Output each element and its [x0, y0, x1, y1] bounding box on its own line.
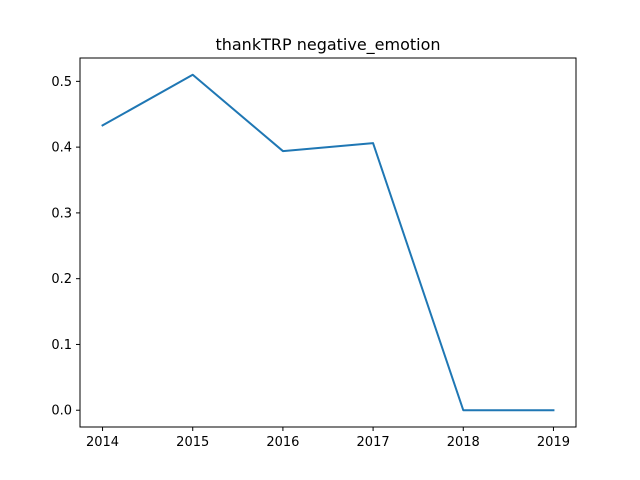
series-line — [101, 73, 555, 412]
y-tick-label: 0.5 — [51, 75, 72, 90]
x-tick-label: 2017 — [357, 435, 390, 450]
x-axis-ticks: 2014 2015 2016 2017 2018 2019 — [86, 427, 570, 450]
y-axis-ticks: 0.0 0.1 0.2 0.3 0.4 0.5 — [51, 75, 80, 419]
x-tick-label: 2014 — [86, 435, 119, 450]
plot-area-frame — [79, 57, 577, 428]
series-layer — [101, 73, 555, 412]
x-tick-label: 2019 — [537, 435, 570, 450]
y-tick-label: 0.0 — [51, 404, 72, 419]
x-tick-label: 2016 — [266, 435, 299, 450]
y-tick-label: 0.4 — [51, 141, 72, 156]
y-tick-label: 0.3 — [51, 206, 72, 221]
y-tick-label: 0.1 — [51, 338, 72, 353]
x-tick-label: 2015 — [176, 435, 209, 450]
chart-title: thankTRP negative_emotion — [215, 35, 440, 55]
x-tick-label: 2018 — [447, 435, 480, 450]
y-tick-label: 0.2 — [51, 272, 72, 287]
